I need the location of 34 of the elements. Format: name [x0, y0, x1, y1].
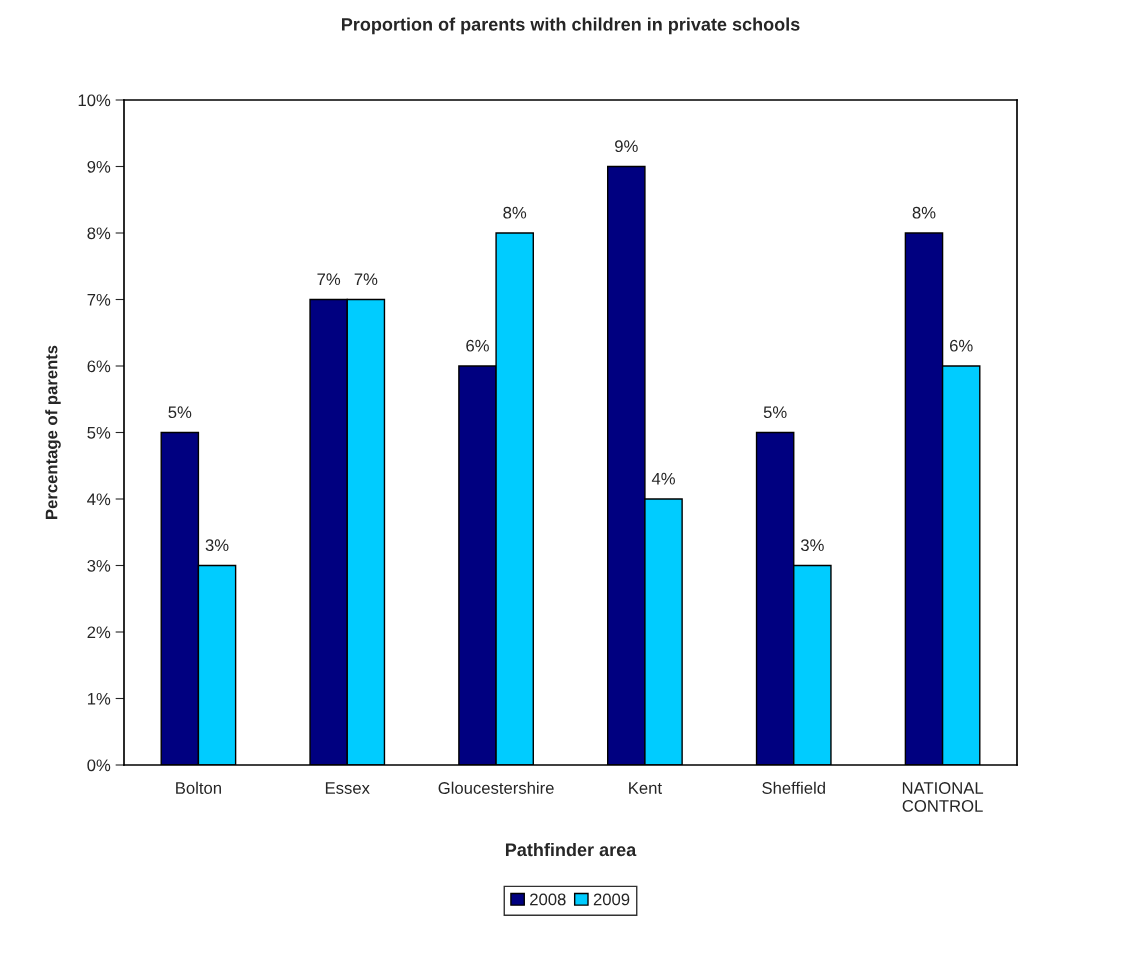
y-tick-label: 3%	[87, 559, 111, 572]
y-tick-label: 9%	[87, 160, 111, 173]
data-label: 4%	[651, 472, 675, 485]
x-tick-label: NATIONAL CONTROL	[902, 782, 984, 812]
x-tick-label: Essex	[325, 782, 370, 794]
y-tick-label: 10%	[78, 94, 111, 107]
x-axis-title: Pathfinder area	[505, 842, 637, 857]
data-label: 6%	[466, 339, 489, 352]
data-label: 7%	[354, 273, 378, 286]
y-tick-label: 5%	[87, 426, 111, 439]
data-label: 5%	[763, 406, 787, 419]
y-tick-label: 0%	[87, 759, 111, 772]
y-tick-label: 1%	[87, 692, 111, 705]
x-tick-label: Gloucestershire	[438, 781, 554, 794]
legend-label: 2009	[593, 893, 630, 906]
y-axis-title: Percentage of parents	[45, 345, 61, 519]
y-tick-label: 4%	[87, 493, 111, 506]
y-tick-label: 8%	[87, 227, 111, 240]
x-tick-label: Bolton	[176, 781, 221, 794]
data-label: 8%	[912, 206, 936, 219]
y-tick-label: 7%	[87, 293, 111, 306]
data-label: 9%	[615, 140, 638, 153]
data-label: 5%	[168, 406, 192, 419]
data-label: 7%	[317, 273, 341, 286]
chart-title: Proportion of parents with children in private schools	[341, 17, 800, 35]
data-label: 8%	[503, 206, 527, 219]
legend-label: 2008	[530, 893, 566, 906]
y-tick-label: 2%	[87, 626, 111, 639]
data-label: 3%	[205, 539, 229, 552]
data-label: 3%	[800, 539, 824, 552]
data-label: 6%	[949, 339, 973, 352]
y-tick-label: 6%	[87, 360, 111, 373]
x-tick-label: Sheffield	[762, 781, 825, 794]
x-tick-label: Kent	[629, 782, 662, 794]
